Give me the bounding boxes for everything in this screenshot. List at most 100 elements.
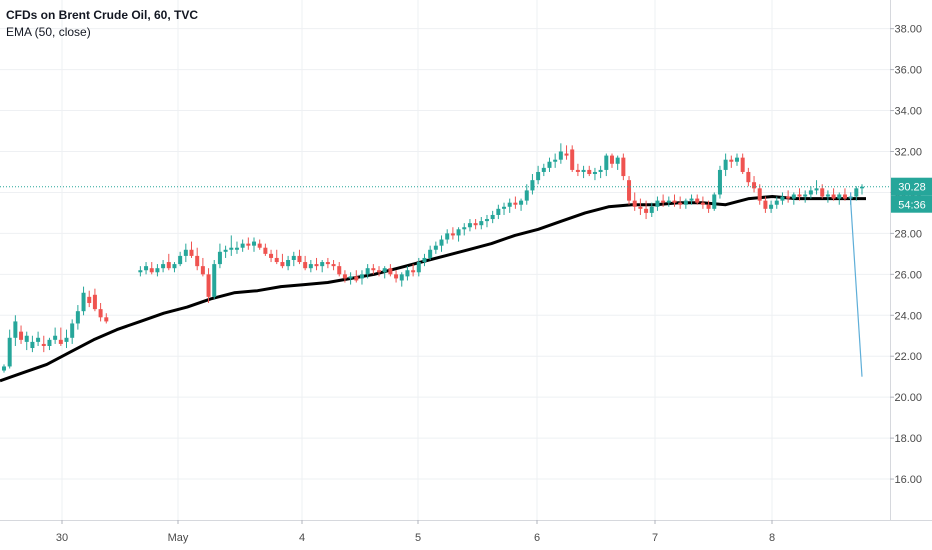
candle-body	[467, 223, 472, 228]
candle-body	[524, 190, 529, 201]
candle-body	[53, 335, 58, 340]
candle-body	[348, 276, 353, 279]
candle-body	[700, 202, 705, 205]
price-tick-label: 26.00	[894, 269, 922, 281]
indicator-title[interactable]: EMA (50, close)	[6, 25, 91, 39]
candle-body	[473, 223, 478, 226]
price-tick-label: 34.00	[894, 106, 922, 118]
candle-body	[195, 255, 200, 267]
price-axis-bg	[890, 0, 932, 550]
candle-body	[723, 159, 728, 170]
candle-body	[717, 169, 722, 195]
price-tick-label: 28.00	[894, 228, 922, 240]
candle-body	[490, 214, 495, 220]
last-price-badge	[891, 177, 932, 196]
candle-body	[752, 182, 757, 189]
candle-body	[64, 337, 69, 342]
candle-body	[484, 219, 489, 222]
candle-body	[530, 180, 535, 191]
candle-body	[541, 167, 546, 172]
candle-body	[592, 171, 597, 175]
candle-body	[820, 188, 825, 197]
candle-body	[536, 171, 541, 181]
candle-body	[734, 157, 739, 162]
candle-body	[757, 188, 762, 201]
candle-body	[274, 257, 279, 263]
candle-body	[780, 196, 785, 201]
candle-body	[342, 274, 347, 279]
candle-body	[98, 309, 103, 318]
candle-body	[87, 296, 92, 303]
candle-body	[81, 292, 86, 312]
candle-body	[672, 200, 677, 203]
candle-body	[263, 247, 268, 254]
candle-body	[308, 264, 313, 269]
candle-body	[75, 311, 80, 324]
price-tick-label: 22.00	[894, 351, 922, 363]
candle-body	[553, 159, 558, 162]
candle-body	[41, 343, 46, 346]
candle-body	[234, 247, 239, 250]
candle-body	[189, 249, 194, 256]
candle-body	[666, 200, 671, 203]
candle-body	[621, 157, 626, 177]
candlestick-series	[2, 143, 864, 373]
candle-body	[382, 268, 387, 273]
candle-body	[496, 208, 501, 215]
candle-body	[661, 200, 666, 203]
time-tick-label: May	[168, 532, 189, 544]
candle-body	[649, 206, 654, 213]
candle-body	[632, 200, 637, 207]
candle-body	[411, 270, 416, 273]
candle-body	[615, 157, 620, 164]
candle-body	[252, 241, 257, 246]
candle-body	[320, 262, 325, 267]
last-price-label: 30.28	[898, 182, 926, 194]
candle-body	[13, 321, 18, 338]
candle-body	[808, 190, 813, 195]
candle-body	[291, 255, 296, 260]
candle-body	[678, 202, 683, 205]
candle-body	[638, 206, 643, 209]
candle-body	[433, 245, 438, 250]
candle-body	[7, 337, 12, 367]
candle-body	[462, 227, 467, 230]
time-tick-label: 30	[56, 532, 68, 544]
time-tick-label: 8	[769, 532, 775, 544]
candle-body	[774, 200, 779, 205]
candle-body	[70, 323, 75, 338]
candle-body	[445, 233, 450, 240]
candle-body	[331, 264, 336, 267]
candle-body	[609, 155, 614, 164]
time-axis[interactable]: 30 May 4 5 6 7 8	[0, 520, 932, 550]
candle-body	[246, 243, 251, 246]
time-tick-label: 5	[415, 532, 421, 544]
candle-body	[377, 270, 382, 273]
candle-body	[547, 161, 552, 168]
price-axis[interactable]: 16.0018.0020.0022.0024.0026.0028.0030.00…	[890, 0, 932, 550]
candle-body	[769, 204, 774, 209]
candle-body	[598, 169, 603, 172]
candle-body	[581, 169, 586, 172]
countdown-label: 54:36	[898, 200, 926, 212]
time-tick-label: 7	[652, 532, 658, 544]
candle-body	[212, 264, 217, 297]
candle-body	[428, 249, 433, 258]
candle-body	[138, 270, 143, 273]
candle-body	[337, 266, 342, 275]
candle-body	[513, 202, 518, 205]
candle-body	[644, 208, 649, 213]
symbol-title[interactable]: CFDs on Brent Crude Oil, 60, TVC	[6, 8, 199, 22]
candle-body	[257, 243, 262, 248]
price-tick-label: 16.00	[894, 474, 922, 486]
candle-body	[359, 274, 364, 279]
price-badges: 30.28 54:36	[891, 177, 932, 213]
candle-body	[223, 249, 228, 252]
candle-body	[507, 202, 512, 207]
candle-body	[240, 243, 245, 248]
candle-body	[405, 270, 410, 277]
candle-body	[416, 262, 421, 273]
candle-body	[575, 169, 580, 172]
candle-body	[149, 268, 154, 273]
